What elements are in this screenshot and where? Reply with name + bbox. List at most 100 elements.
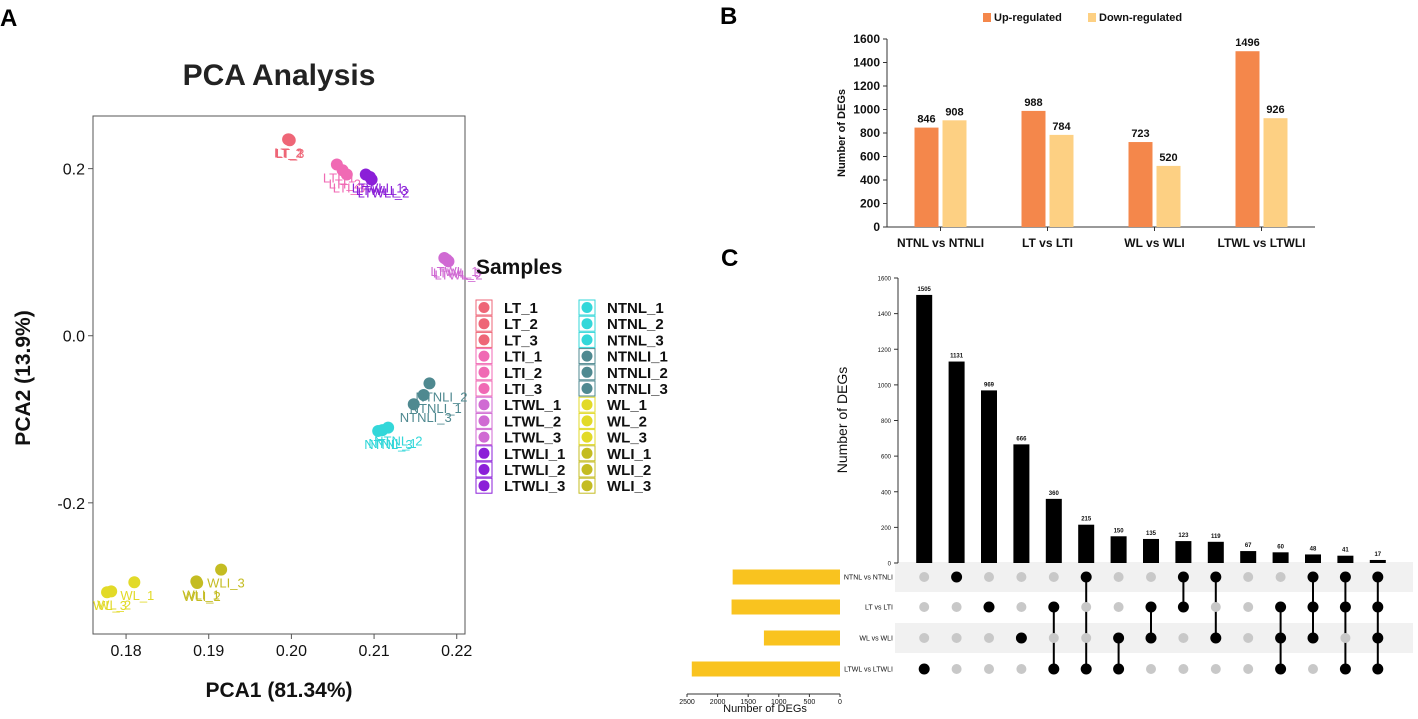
upset-matrix-dot-empty: [1243, 664, 1254, 674]
pca-xtick-label: 0.20: [276, 643, 307, 660]
pca-point: [283, 134, 296, 147]
upset-intersection-value: 1505: [918, 287, 932, 293]
pca-point-label: LTI_2: [329, 176, 361, 191]
pca-legend-marker: [478, 399, 490, 411]
upset-matrix-dot-empty: [984, 633, 994, 643]
upset-matrix-dot-empty: [919, 572, 930, 582]
upset-matrix-dot-filled: [1113, 663, 1125, 675]
pca-legend-marker: [581, 464, 593, 475]
pca-legend-marker: [581, 480, 593, 492]
degs-legend-key: [1088, 13, 1096, 22]
pca-xtick-label: 0.18: [110, 643, 141, 660]
upset-matrix-dot-empty: [919, 633, 930, 643]
pca-plot-frame: [92, 115, 466, 635]
upset-matrix-dot-filled: [1210, 632, 1222, 644]
upset-intersection-bar: [1110, 536, 1127, 563]
upset-matrix-dot-filled: [1372, 663, 1384, 675]
degs-legend-key: [983, 13, 991, 22]
pca-legend-marker: [478, 350, 490, 362]
pca-point-label: LTI_3: [333, 180, 365, 195]
pca-legend-marker: [581, 399, 593, 411]
pca-point-label: LTWLI_2: [358, 185, 410, 200]
upset-matrix-dot-filled: [1113, 632, 1125, 644]
pca-legend-marker: [581, 366, 593, 378]
degs-category-label: LTWL vs LTWLI: [1218, 236, 1306, 250]
upset-matrix-dot-filled: [1145, 601, 1157, 613]
degs-ytick-label: 600: [860, 150, 880, 164]
upset-set-size-bar: [763, 630, 840, 646]
pca-point: [363, 170, 376, 183]
pca-point-label: WL_2: [97, 597, 131, 612]
pca-ytick-label: -0.2: [57, 496, 85, 513]
upset-set-size-bar: [731, 599, 840, 615]
degs-bar: [1049, 134, 1074, 227]
upset-matrix-dot-filled: [1307, 571, 1319, 583]
upset-matrix-dot-empty: [951, 602, 962, 612]
pca-legend-label: LTI_1: [504, 349, 542, 366]
degs-ytick-label: 400: [860, 173, 880, 187]
upset-intersection-bar: [1305, 554, 1321, 563]
pca-legend-label: WLI_1: [607, 446, 651, 463]
upset-ytick-label: 800: [881, 419, 892, 425]
upset-set-xlabel: Number of DEGs: [723, 703, 807, 715]
upset-intersection-bar: [1240, 551, 1257, 563]
pca-point-label: WLI_3: [207, 576, 245, 591]
degs-legend-label: Down-regulated: [1099, 12, 1182, 24]
upset-matrix-dot-filled: [918, 663, 930, 675]
upset-intersection-value: 135: [1146, 531, 1157, 537]
pca-legend-label: WL_3: [607, 430, 647, 447]
degs-legend-label: Up-regulated: [994, 12, 1062, 24]
upset-matrix-dot-filled: [1372, 632, 1384, 644]
pca-legend-marker: [581, 447, 593, 459]
upset-matrix-dot-empty: [1113, 602, 1124, 612]
pca-point-label: LT_2: [274, 145, 303, 160]
pca-xlabel: PCA1 (81.34%): [205, 679, 352, 702]
degs-bar-value: 988: [1024, 97, 1042, 109]
upset-matrix-dot-filled: [983, 601, 995, 613]
upset-matrix-dot-empty: [1340, 633, 1351, 643]
upset-ytick-label: 400: [881, 490, 892, 496]
degs-ytick-label: 1200: [853, 79, 880, 93]
degs-ytick-label: 200: [860, 197, 880, 211]
pca-legend-marker: [581, 383, 593, 394]
pca-point: [417, 389, 430, 402]
pca-legend-label: NTNL_2: [607, 316, 664, 333]
degs-category-label: LT vs LTI: [1022, 236, 1073, 250]
upset-intersection-value: 17: [1374, 552, 1381, 558]
pca-point: [340, 168, 353, 181]
upset-intersection-bar: [1013, 444, 1030, 563]
upset-intersection-bar: [1143, 538, 1159, 563]
pca-point-label: NTNLI_1: [410, 401, 462, 416]
pca-legend-marker: [478, 464, 490, 475]
upset-matrix-dot-filled: [1145, 632, 1157, 644]
pca-legend-label: LTI_2: [504, 365, 542, 382]
upset-matrix-dot-empty: [984, 572, 994, 582]
upset-ylabel: Number of DEGs: [834, 367, 850, 474]
pca-legend-label: LTWLI_3: [504, 478, 565, 495]
upset-matrix-dot-empty: [1048, 572, 1059, 582]
pca-point: [423, 377, 436, 390]
pca-point-label: WL_1: [120, 588, 154, 603]
pca-legend-marker: [478, 366, 490, 378]
upset-intersection-bar: [916, 294, 933, 563]
upset-matrix-dot-empty: [1275, 572, 1286, 582]
pca-legend-label: LT_2: [504, 316, 538, 333]
pca-legend-marker: [478, 447, 490, 459]
upset-intersection-bar: [948, 361, 965, 563]
upset-ytick-label: 1600: [878, 277, 892, 283]
upset-matrix-dot-empty: [984, 664, 994, 674]
upset-intersection-value: 48: [1310, 546, 1317, 552]
pca-legend-title: Samples: [476, 256, 562, 279]
upset-set-size-bar: [691, 661, 840, 677]
upset-intersection-bar: [1272, 552, 1289, 563]
pca-ylabel: PCA2 (13.9%): [12, 310, 35, 445]
upset-matrix-dot-filled: [1339, 601, 1351, 613]
upset-intersection-bar: [1337, 555, 1354, 563]
upset-matrix-dot-filled: [1339, 571, 1351, 583]
upset-set-label: WL vs WLI: [859, 636, 893, 643]
degs-bar-value: 926: [1266, 104, 1284, 116]
upset-matrix-dot-filled: [1080, 571, 1092, 583]
upset-matrix-dot-empty: [951, 664, 962, 674]
upset-matrix-dot-filled: [1372, 601, 1384, 613]
